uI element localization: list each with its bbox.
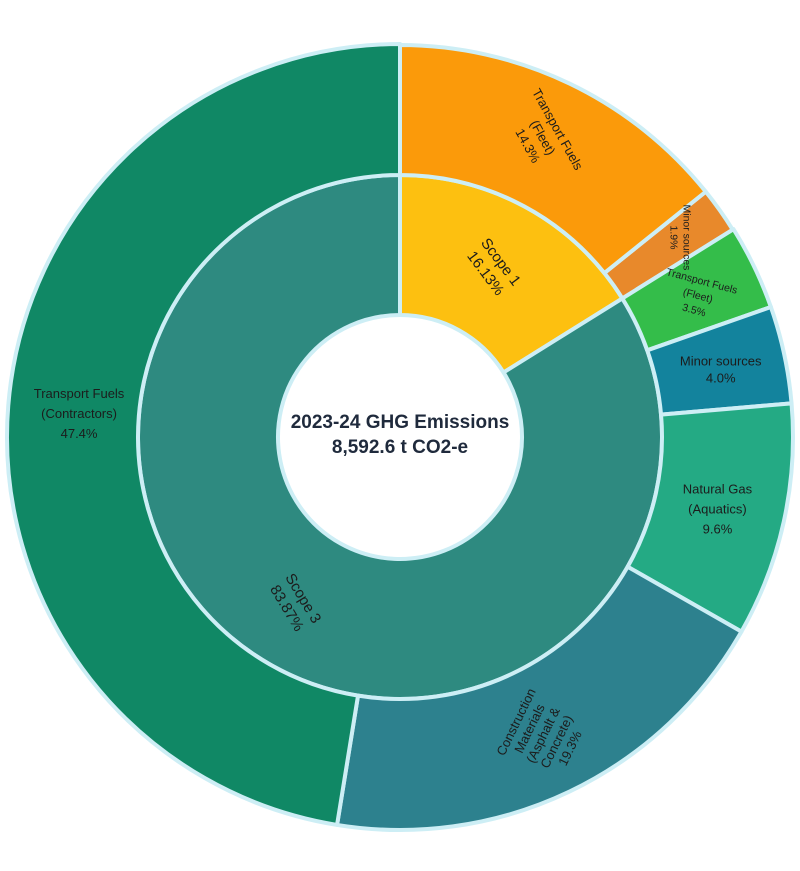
chart-subtitle: 8,592.6 t CO2-e	[331, 437, 469, 458]
outer-label-minor-sources-4-0: Minor sources 4.0%	[680, 354, 762, 386]
outer-label-transport-fuels-contractors-47-4: Transport Fuels (Contractors) 47.4%	[34, 386, 125, 441]
center-hole	[280, 317, 520, 557]
outer-label-minor-sources-1-9: Minor sources1.9%	[667, 204, 692, 270]
outer-segment-scope-1-transport-fuels-fleet-14-3	[398, 43, 708, 276]
chart-title: 2023-24 GHG Emissions	[290, 412, 510, 433]
outer-segment-scope-3-construction-materials-asphalt-concrete-19-3	[335, 564, 744, 832]
outer-label-natural-gas-aquatics-9-6: Natural Gas (Aquatics) 9.6%	[683, 482, 753, 537]
chart-center-label: 2023-24 GHG Emissions 8,592.6 t CO2-e	[275, 410, 525, 460]
outer-segment-scope-3-transport-fuels-contractors-47-4	[5, 42, 402, 827]
